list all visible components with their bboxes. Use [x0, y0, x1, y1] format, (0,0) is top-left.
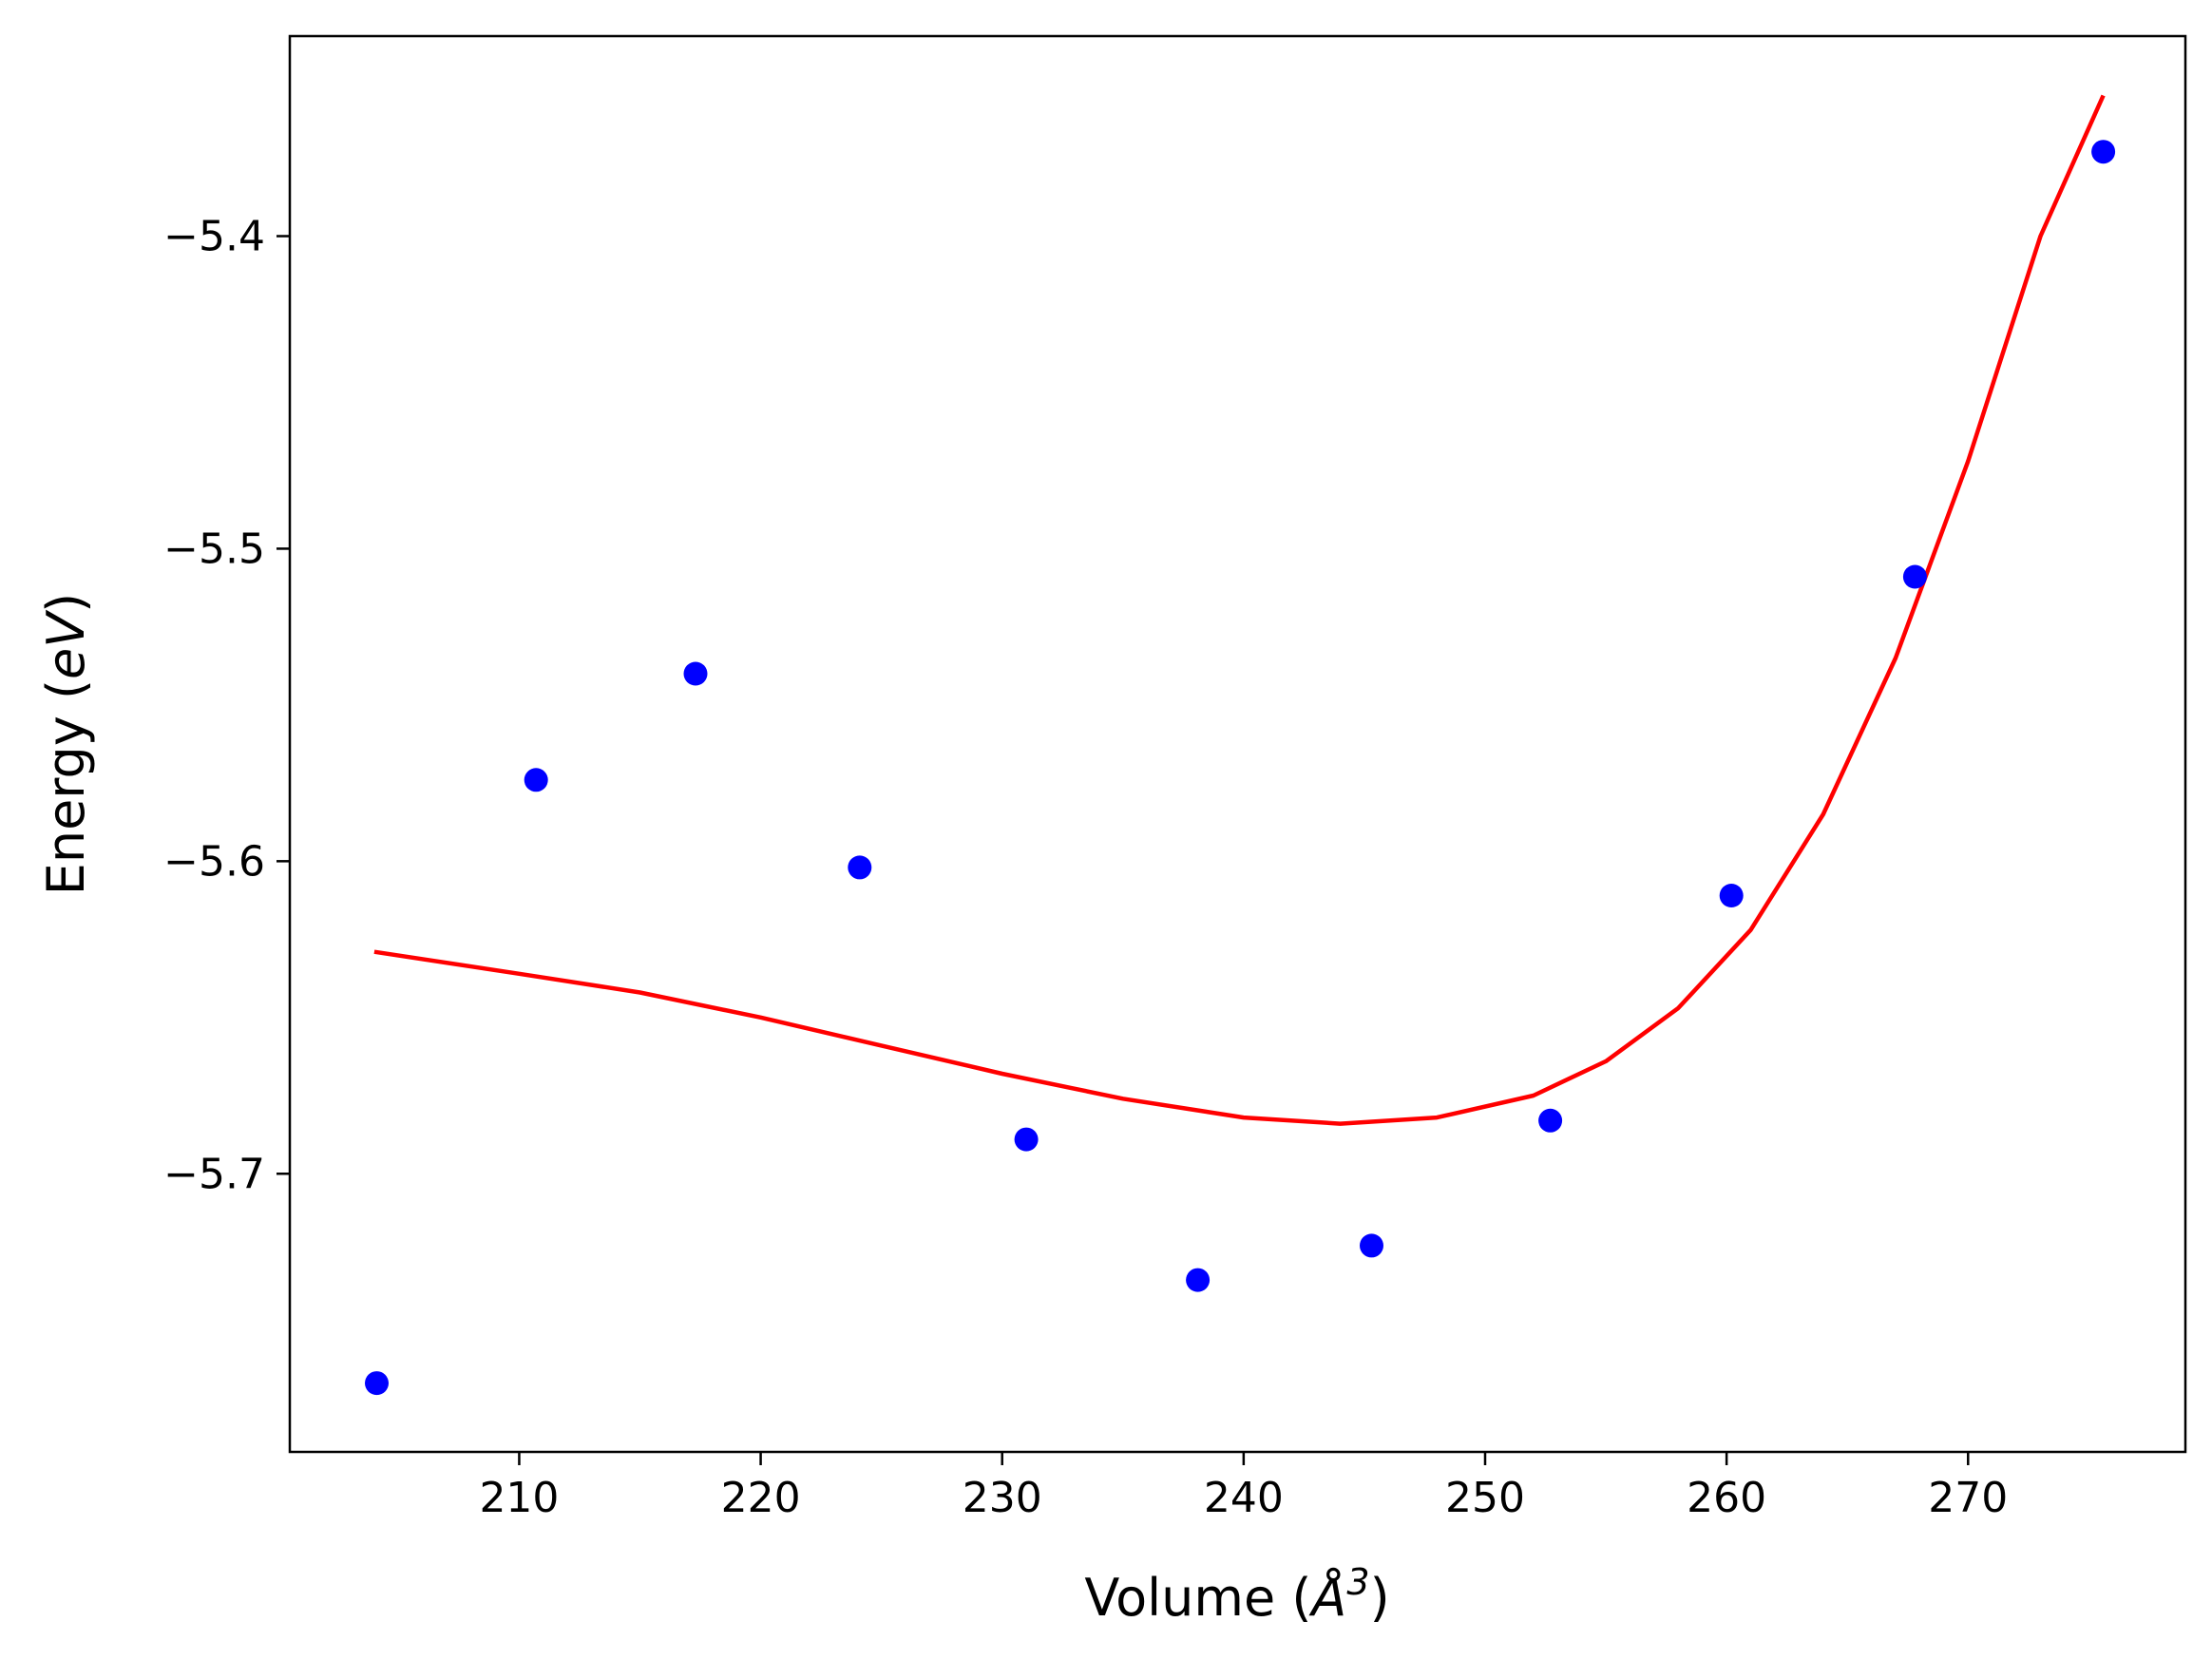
data-point — [1538, 1108, 1563, 1133]
data-points — [365, 140, 2116, 1396]
data-point — [1360, 1233, 1383, 1258]
data-point — [1014, 1127, 1039, 1152]
data-point — [683, 661, 708, 686]
plot-background — [290, 36, 2185, 1452]
data-point — [1902, 564, 1927, 589]
plot-frame — [288, 34, 2187, 1454]
x-tick-label: 210 — [479, 1474, 559, 1522]
y-axis-ticks: −5.7 −5.6 −5.5 −5.4 — [163, 213, 290, 1198]
plot-area — [288, 34, 2187, 1454]
x-axis-label-end: ) — [1370, 1568, 1390, 1628]
x-tick-label: 220 — [721, 1474, 801, 1522]
x-axis-label-text: Volume ( — [1084, 1568, 1311, 1628]
data-point — [2091, 140, 2116, 164]
y-axis-label-end: ) — [36, 593, 96, 613]
data-point — [524, 768, 548, 792]
fit-curve-line — [373, 94, 2106, 1126]
x-tick-label: 260 — [1687, 1474, 1766, 1522]
y-axis-label: Energy (eV) — [36, 593, 96, 896]
y-tick-label: −5.6 — [163, 837, 265, 886]
data-point — [365, 1371, 389, 1396]
x-axis-label: Volume (Å3) — [1084, 1561, 1389, 1628]
data-point — [1719, 884, 1744, 907]
fit-curve — [373, 94, 2106, 1126]
x-tick-label: 240 — [1204, 1474, 1284, 1522]
x-axis-ticks: 210 220 230 240 250 260 270 — [479, 1452, 2008, 1522]
x-tick-label: 270 — [1928, 1474, 2008, 1522]
y-tick-label: −5.5 — [163, 525, 265, 573]
data-point — [848, 855, 872, 880]
x-tick-label: 230 — [963, 1474, 1042, 1522]
data-point — [1186, 1268, 1211, 1292]
y-tick-label: −5.4 — [163, 213, 265, 261]
y-axis-label-text: Energy ( — [36, 679, 96, 895]
x-axis-label-exponent: 3 — [1346, 1561, 1369, 1603]
x-axis-label-symbol: Å — [1308, 1567, 1346, 1628]
y-axis-label-unit: eV — [36, 609, 96, 679]
x-tick-label: 250 — [1445, 1474, 1525, 1522]
y-tick-label: −5.7 — [163, 1150, 265, 1198]
